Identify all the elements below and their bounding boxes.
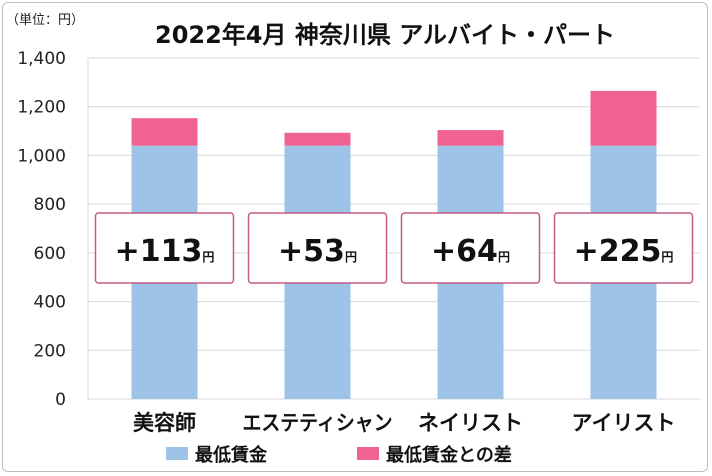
y-tick-label: 1,000 — [17, 146, 66, 166]
x-tick-label: ネイリスト — [418, 411, 523, 435]
difference-label: +53円 — [278, 234, 357, 269]
difference-label: +225円 — [574, 234, 674, 269]
legend-swatch-difference — [357, 447, 379, 460]
difference-box — [400, 212, 541, 284]
y-tick-label: 400 — [34, 293, 66, 313]
y-tick-label: 800 — [34, 195, 66, 215]
difference-annotations: +113円 +53円 +64円 +225円 — [94, 212, 694, 284]
bar-difference — [437, 130, 504, 146]
bar-difference — [131, 118, 198, 146]
bar-difference — [590, 90, 657, 146]
difference-box — [94, 212, 235, 284]
y-tick-label: 0 — [55, 390, 66, 410]
y-tick-label: 1,400 — [17, 49, 66, 69]
y-tick-label: 1,200 — [17, 98, 66, 118]
y-tick-label: 600 — [34, 244, 66, 264]
unit-label: （単位：円） — [6, 12, 84, 28]
x-tick-label: アイリスト — [572, 411, 676, 435]
bar-difference — [284, 132, 351, 146]
legend: 最低賃金 最低賃金との差 — [166, 444, 512, 466]
legend-swatch-minimum-wage — [166, 447, 188, 460]
difference-box — [553, 212, 694, 284]
difference-label: +64円 — [431, 234, 510, 269]
difference-label: +113円 — [115, 234, 215, 269]
legend-label-minimum-wage: 最低賃金 — [195, 444, 268, 466]
y-tick-label: 200 — [34, 341, 66, 361]
chart-title: 2022年4月 神奈川県 アルバイト・パート — [155, 21, 615, 49]
x-axis: 美容師 エステティシャン ネイリスト アイリスト — [133, 411, 675, 435]
x-tick-label: エステティシャン — [243, 411, 393, 435]
difference-box — [247, 212, 388, 284]
chart-frame — [2, 2, 708, 472]
x-tick-label: 美容師 — [133, 411, 196, 435]
legend-label-difference: 最低賃金との差 — [386, 444, 512, 466]
